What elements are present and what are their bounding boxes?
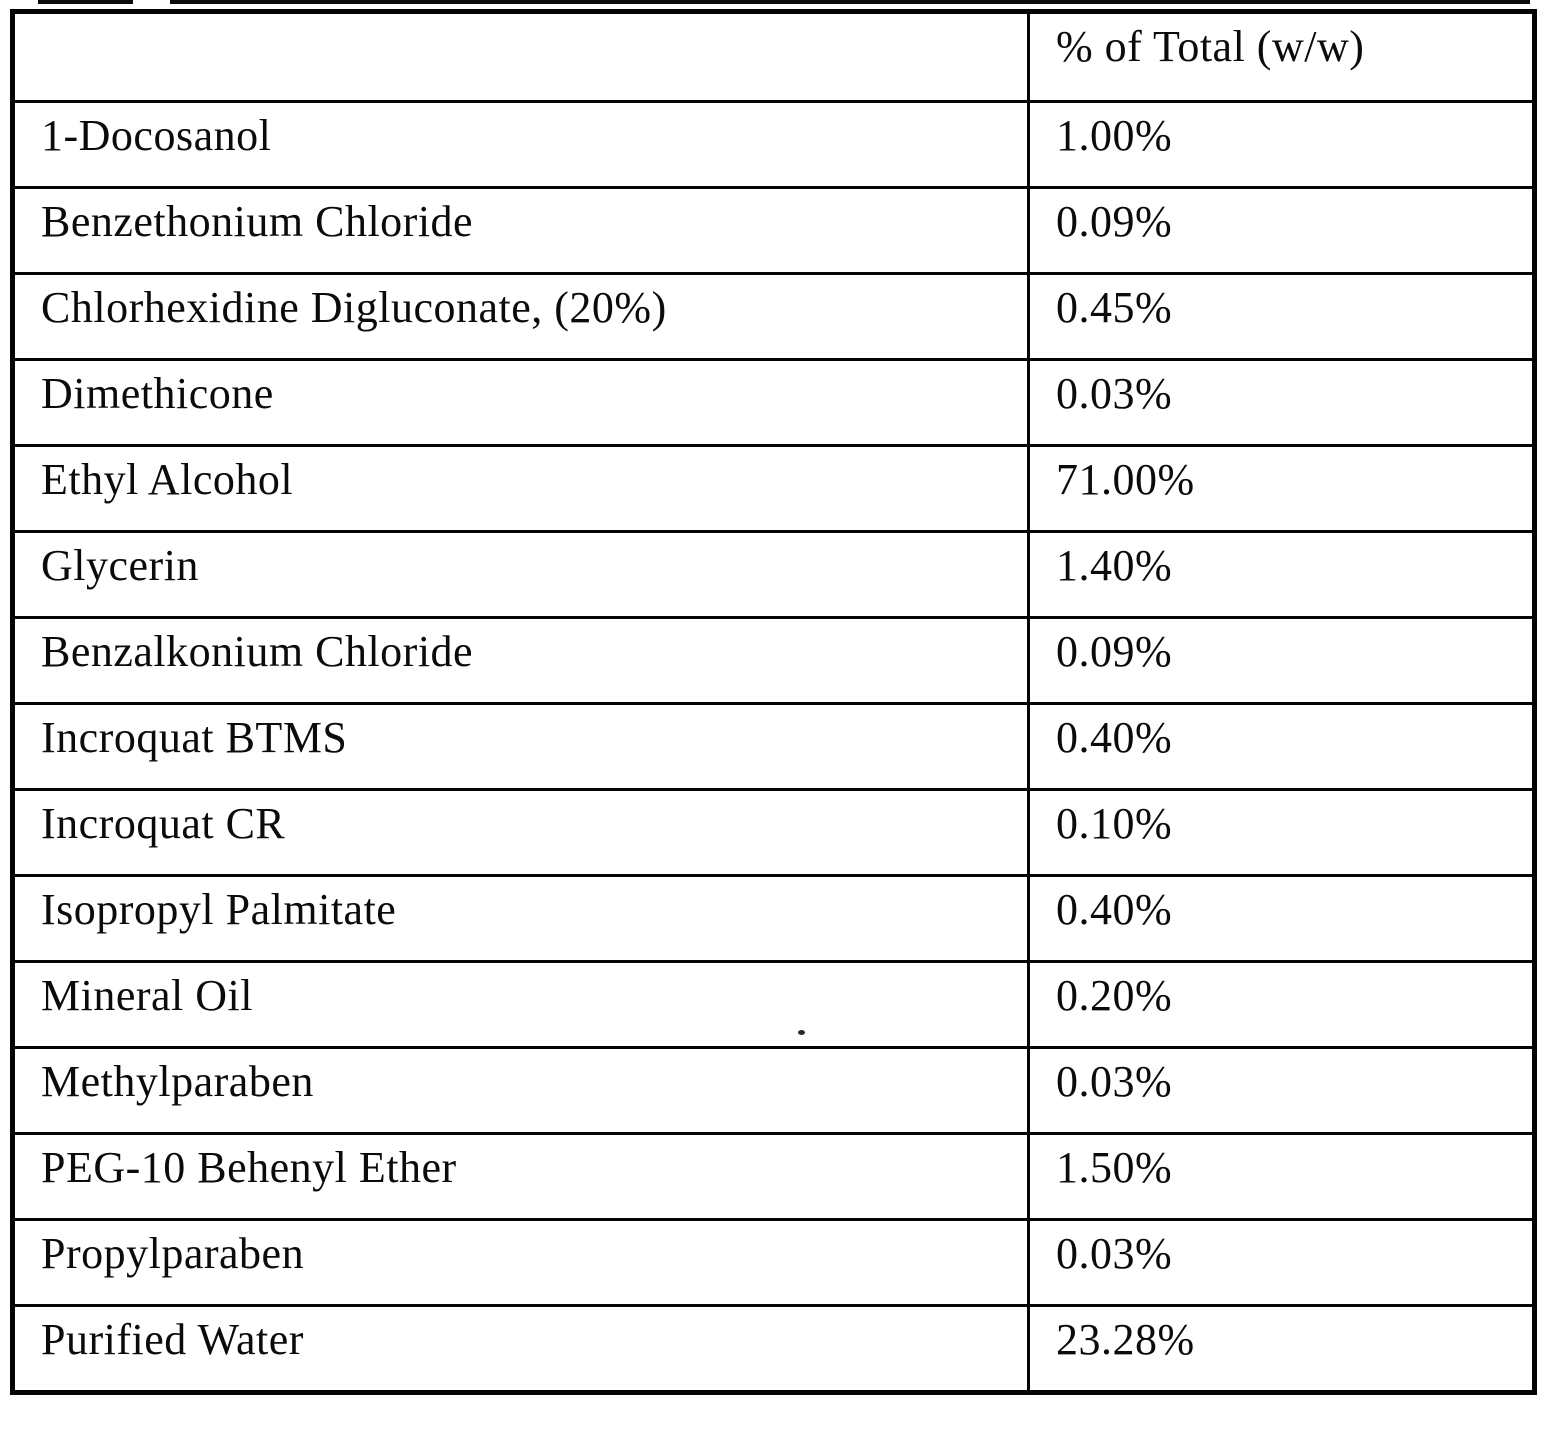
table-row: Dimethicone 0.03% (11, 358, 1536, 447)
value-cell: 23.28% (1027, 1304, 1536, 1394)
ingredient-cell: Dimethicone (11, 358, 1030, 447)
table-row: Mineral Oil 0.20% (11, 960, 1536, 1049)
scan-artifact-line (38, 0, 133, 4)
value-cell: 0.45% (1027, 272, 1536, 361)
table-row: PEG-10 Behenyl Ether 1.50% (11, 1132, 1536, 1221)
value-cell: 1.00% (1027, 100, 1536, 189)
ingredient-cell: Ethyl Alcohol (11, 444, 1030, 533)
value-cell: 0.09% (1027, 616, 1536, 705)
table-row: Chlorhexidine Digluconate, (20%) 0.45% (11, 272, 1536, 361)
ingredient-cell: Incroquat BTMS (11, 702, 1030, 791)
table-row: 1-Docosanol 1.00% (11, 100, 1536, 189)
value-cell: 0.03% (1027, 1218, 1536, 1307)
table-row: Incroquat BTMS 0.40% (11, 702, 1536, 791)
ingredient-cell: Methylparaben (11, 1046, 1030, 1135)
ingredient-cell: Chlorhexidine Digluconate, (20%) (11, 272, 1030, 361)
table-row: Propylparaben 0.03% (11, 1218, 1536, 1307)
ingredient-cell: Benzethonium Chloride (11, 186, 1030, 275)
value-cell: 0.03% (1027, 358, 1536, 447)
ingredient-cell: PEG-10 Behenyl Ether (11, 1132, 1030, 1221)
table-row: Glycerin 1.40% (11, 530, 1536, 619)
scan-artifact-line (170, 0, 1530, 4)
ingredient-cell: Benzalkonium Chloride (11, 616, 1030, 705)
value-cell: 0.09% (1027, 186, 1536, 275)
ingredient-cell: Propylparaben (11, 1218, 1030, 1307)
header-ingredient-cell (11, 10, 1030, 103)
ingredient-cell: 1-Docosanol (11, 100, 1030, 189)
table-row: Benzalkonium Chloride 0.09% (11, 616, 1536, 705)
table-row: Incroquat CR 0.10% (11, 788, 1536, 877)
ingredient-cell: Purified Water (11, 1304, 1030, 1394)
ingredient-cell: Glycerin (11, 530, 1030, 619)
ingredient-cell: Mineral Oil (11, 960, 1030, 1049)
value-cell: 0.40% (1027, 702, 1536, 791)
value-cell: 1.40% (1027, 530, 1536, 619)
ingredients-table: % of Total (w/w) 1-Docosanol 1.00% Benze… (10, 9, 1537, 1395)
table-row: Purified Water 23.28% (11, 1304, 1536, 1394)
value-cell: 71.00% (1027, 444, 1536, 533)
value-cell: 0.40% (1027, 874, 1536, 963)
ingredient-cell: Isopropyl Palmitate (11, 874, 1030, 963)
table-row: Benzethonium Chloride 0.09% (11, 186, 1536, 275)
value-cell: 0.10% (1027, 788, 1536, 877)
table-header-row: % of Total (w/w) (11, 10, 1536, 103)
table-row: Methylparaben 0.03% (11, 1046, 1536, 1135)
table-row: Ethyl Alcohol 71.00% (11, 444, 1536, 533)
table-row: Isopropyl Palmitate 0.40% (11, 874, 1536, 963)
value-cell: 0.20% (1027, 960, 1536, 1049)
ingredient-cell: Incroquat CR (11, 788, 1030, 877)
value-cell: 0.03% (1027, 1046, 1536, 1135)
value-cell: 1.50% (1027, 1132, 1536, 1221)
header-value-cell: % of Total (w/w) (1027, 10, 1536, 103)
